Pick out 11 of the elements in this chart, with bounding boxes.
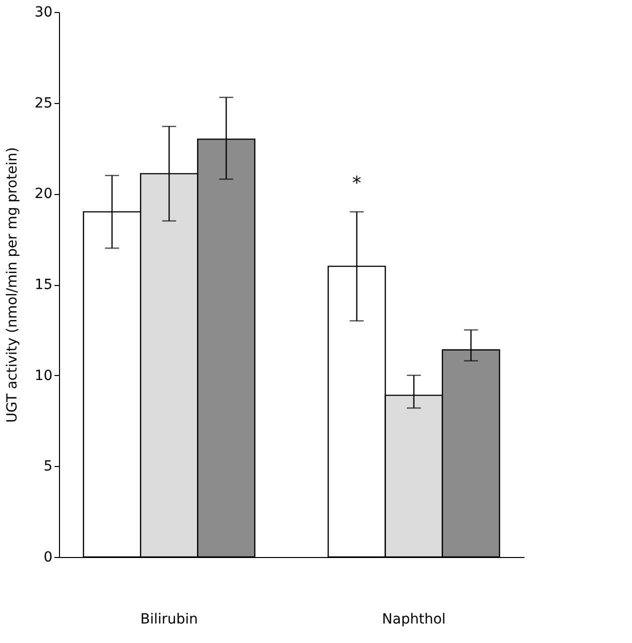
y-tick-label: 25 (34, 95, 52, 112)
y-tick-label: 20 (34, 186, 52, 202)
x-tick-label: Naphthol (382, 612, 446, 628)
annotation: * (352, 172, 362, 194)
y-axis-title: UGT activity (nmol/min per mg protein) (4, 147, 21, 423)
y-tick-label: 10 (34, 368, 52, 384)
y-tick-label: 15 (34, 277, 52, 293)
y-tick-label: 0 (44, 550, 52, 566)
y-tick-label: 5 (44, 458, 52, 475)
x-tick-label: Bilirubin (140, 612, 198, 628)
y-tick-label: 30 (34, 4, 52, 20)
